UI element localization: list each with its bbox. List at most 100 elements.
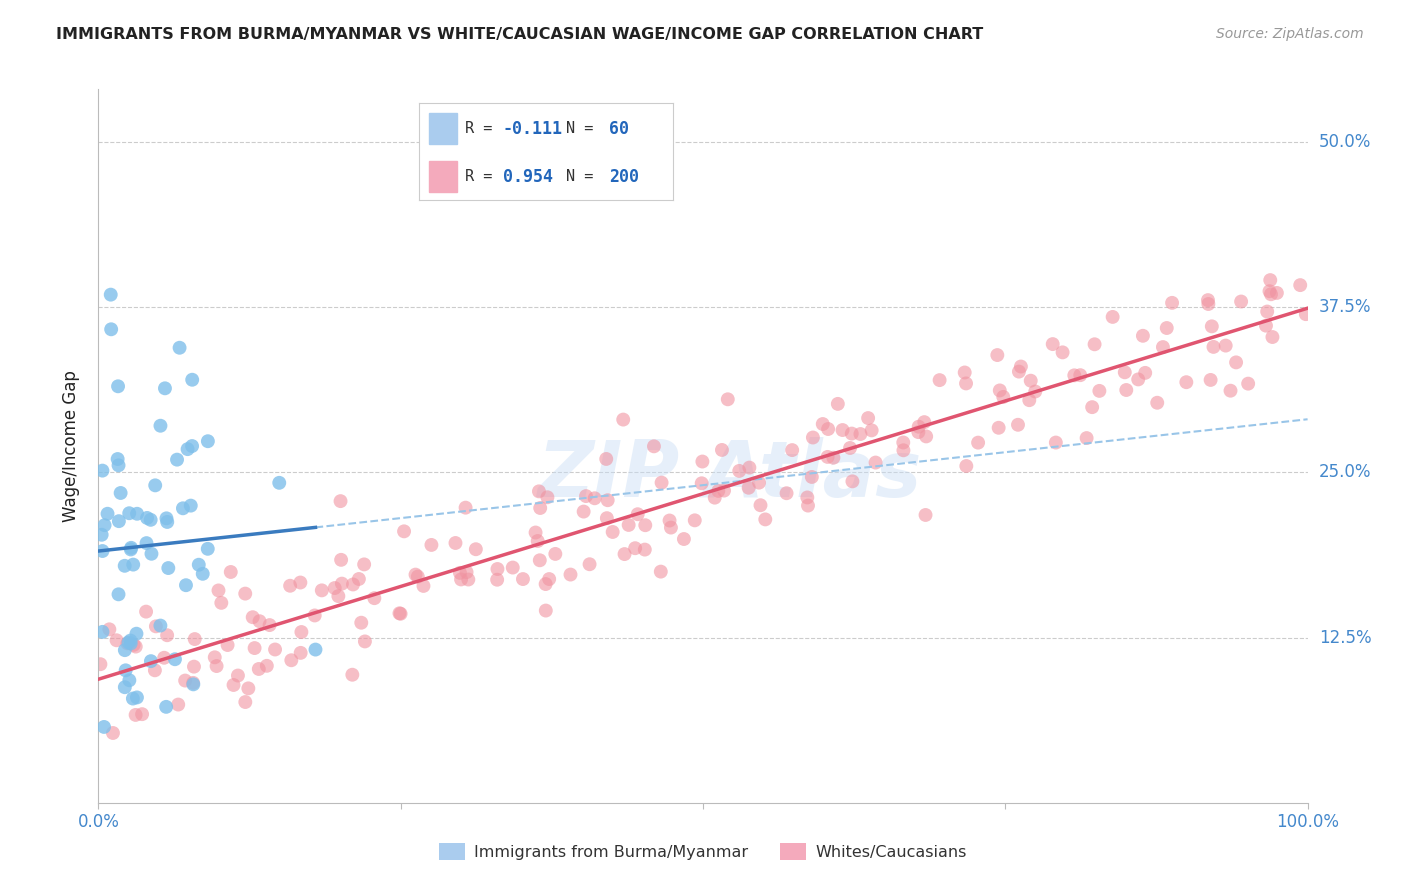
Point (454, 500, 477, 515)
Point (987, 421, 1010, 435)
Point (1219, 384, 1241, 398)
Point (353, 558, 375, 572)
Point (967, 435, 990, 450)
Text: 12.5%: 12.5% (1319, 629, 1371, 647)
Point (219, 565, 242, 579)
Point (187, 558, 209, 572)
Point (1225, 355, 1247, 369)
Point (572, 505, 595, 519)
Point (893, 443, 915, 458)
Point (1132, 328, 1154, 343)
Point (259, 618, 281, 632)
Point (527, 484, 550, 499)
Point (1254, 318, 1277, 333)
Point (174, 673, 197, 688)
Legend: Immigrants from Burma/Myanmar, Whites/Caucasians: Immigrants from Burma/Myanmar, Whites/Ca… (433, 837, 973, 866)
Point (91, 464, 114, 478)
Point (101, 726, 124, 740)
Point (155, 699, 177, 714)
Point (749, 498, 772, 512)
Point (114, 558, 136, 573)
Point (1063, 368, 1085, 383)
Point (98, 623, 121, 637)
Point (342, 577, 364, 591)
Point (1081, 400, 1104, 414)
Point (388, 607, 411, 621)
Point (891, 435, 914, 450)
Point (197, 541, 219, 556)
Point (304, 608, 326, 623)
Point (617, 518, 640, 533)
Point (1289, 278, 1312, 293)
Point (117, 635, 139, 649)
Point (1114, 365, 1136, 379)
Point (529, 553, 551, 567)
Point (122, 558, 145, 572)
Y-axis label: Wage/Income Gap: Wage/Income Gap (62, 370, 80, 522)
Point (247, 662, 270, 676)
Point (728, 464, 751, 478)
Point (1008, 365, 1031, 379)
Point (181, 373, 204, 387)
Point (928, 373, 950, 387)
Point (184, 632, 207, 646)
Point (350, 615, 373, 630)
Point (204, 650, 226, 665)
Point (1010, 359, 1032, 374)
Text: Source: ZipAtlas.com: Source: ZipAtlas.com (1216, 27, 1364, 41)
Point (117, 636, 139, 650)
Point (256, 658, 278, 673)
Point (955, 458, 977, 473)
Point (328, 589, 350, 603)
Point (1007, 417, 1029, 432)
Point (536, 490, 558, 504)
Point (624, 541, 647, 556)
Point (596, 511, 619, 525)
Point (290, 646, 312, 660)
Point (1265, 285, 1288, 300)
Point (456, 565, 478, 579)
Point (811, 417, 834, 431)
Point (1069, 368, 1091, 383)
Point (153, 650, 176, 665)
Point (717, 392, 740, 407)
Point (797, 499, 820, 513)
Point (406, 569, 429, 583)
Point (122, 691, 145, 706)
Point (1230, 294, 1253, 309)
Point (290, 625, 312, 640)
Point (131, 707, 153, 722)
Point (197, 434, 219, 449)
Point (464, 542, 486, 557)
Point (1042, 337, 1064, 351)
Point (502, 560, 524, 574)
Point (560, 567, 582, 582)
Point (1084, 337, 1107, 351)
Point (801, 430, 824, 444)
Point (280, 653, 302, 667)
Point (703, 491, 725, 505)
Point (249, 614, 271, 628)
Point (389, 607, 412, 621)
Point (865, 456, 887, 470)
Point (737, 481, 759, 495)
Point (754, 512, 776, 526)
Point (444, 536, 467, 550)
Point (311, 583, 333, 598)
Point (172, 501, 194, 516)
Point (354, 634, 377, 648)
Point (167, 698, 190, 712)
Point (613, 547, 636, 561)
Point (149, 418, 172, 433)
Point (145, 619, 167, 633)
Point (139, 513, 162, 527)
Text: 50.0%: 50.0% (1319, 133, 1371, 151)
Point (823, 450, 845, 465)
Point (849, 427, 872, 442)
Point (412, 579, 434, 593)
Point (181, 676, 204, 690)
Point (748, 475, 770, 490)
Point (278, 579, 301, 593)
Point (1161, 296, 1184, 310)
Point (120, 636, 142, 650)
